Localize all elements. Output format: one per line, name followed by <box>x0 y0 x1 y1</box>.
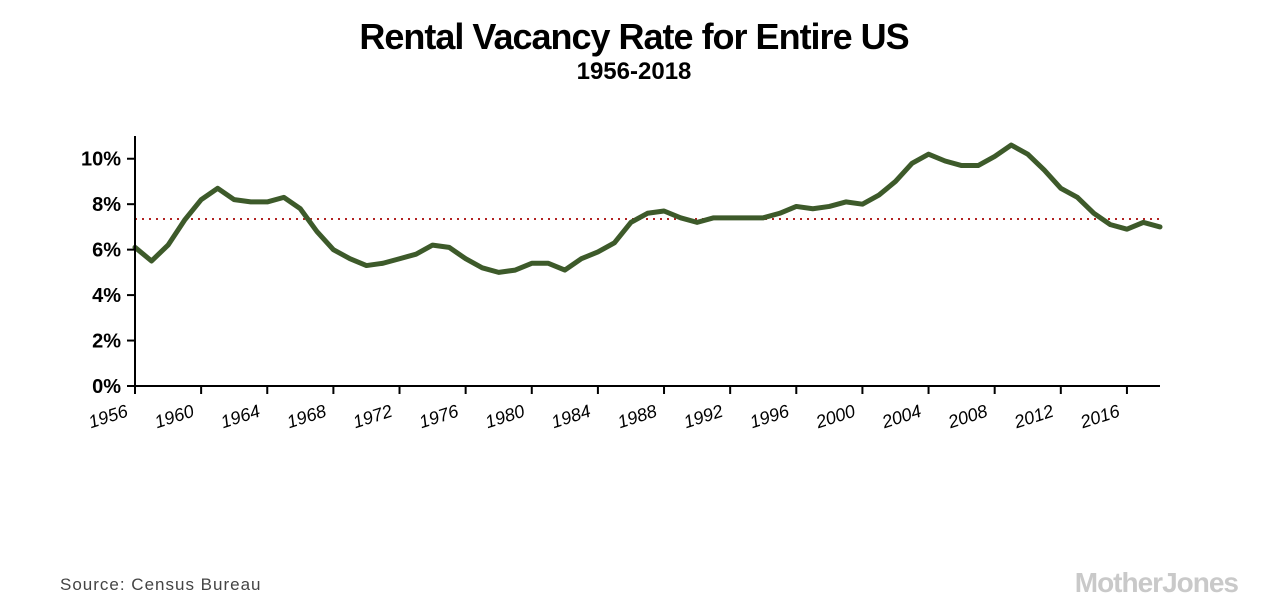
motherjones-logo: MotherJones <box>1075 567 1238 599</box>
xtick-label: 1996 <box>747 400 792 432</box>
xtick-label: 1956 <box>86 400 131 432</box>
source-label: Source: Census Bureau <box>60 575 262 595</box>
ytick-label: 4% <box>92 285 121 307</box>
ytick-label: 2% <box>92 331 121 353</box>
xtick-label: 2000 <box>812 401 857 433</box>
xtick-label: 2016 <box>1077 400 1123 432</box>
xtick-label: 1968 <box>284 401 328 432</box>
ytick-label: 6% <box>92 240 121 262</box>
xtick-label: 2012 <box>1011 401 1056 433</box>
chart-container: Rental Vacancy Rate for Entire US 1956-2… <box>0 0 1268 615</box>
ytick-label: 0% <box>92 376 121 398</box>
ytick-label: 10% <box>81 149 121 171</box>
line-chart-svg: 0% 2% 4% 6% 8% 10% 1956 1960 1964 1968 1972 1976 198… <box>40 116 1190 456</box>
chart-area: 0% 2% 4% 6% 8% 10% 1956 1960 1964 1968 1972 1976 198… <box>0 116 1268 456</box>
xtick-label: 1964 <box>218 401 262 432</box>
xtick-label: 2004 <box>879 401 924 433</box>
chart-subtitle: 1956-2018 <box>0 58 1268 86</box>
xtick-label: 1988 <box>615 401 659 432</box>
data-line <box>135 145 1160 272</box>
chart-title: Rental Vacancy Rate for Entire US <box>0 16 1268 58</box>
xtick-label: 1976 <box>417 400 462 432</box>
xtick-label: 1960 <box>152 401 196 432</box>
ytick-label: 8% <box>92 194 121 216</box>
xtick-label: 1992 <box>681 401 725 432</box>
xtick-label: 1980 <box>483 401 527 432</box>
xtick-label: 2008 <box>945 401 990 433</box>
xtick-label: 1972 <box>350 401 394 432</box>
xtick-label: 1984 <box>549 401 593 432</box>
